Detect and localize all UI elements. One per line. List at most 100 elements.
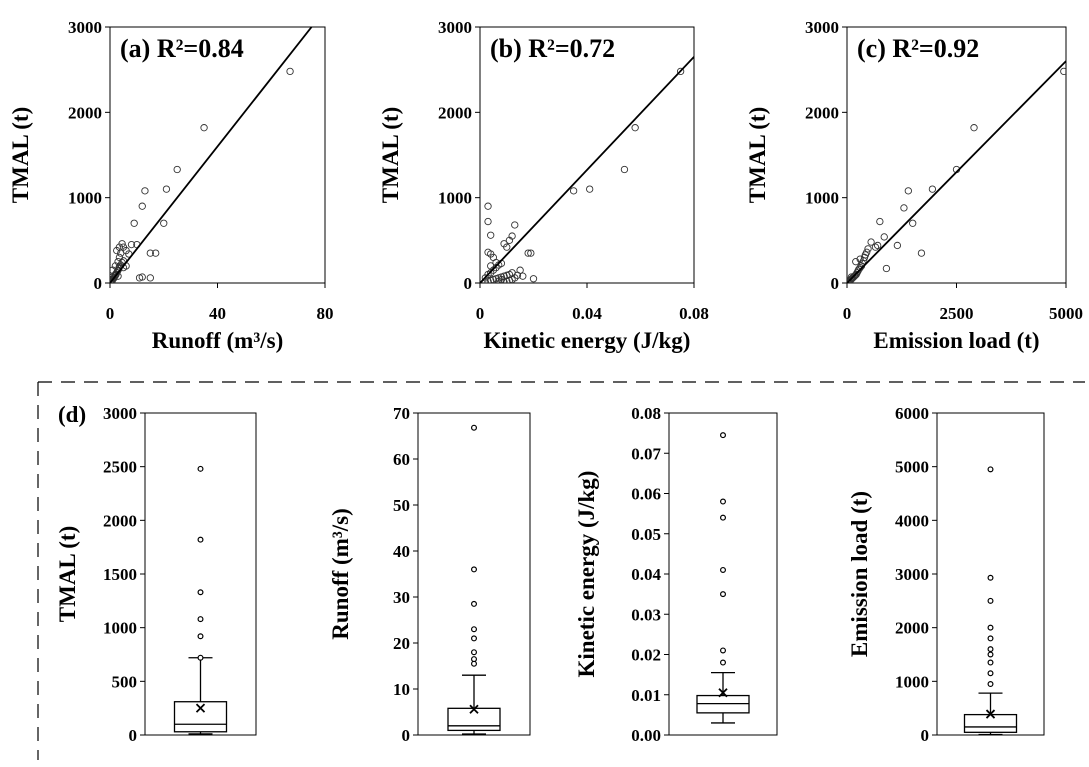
outlier-point [987,646,994,653]
plot-frame [417,412,531,736]
regression-line [480,56,694,283]
data-point [876,217,884,226]
data-point [863,248,871,256]
data-point [118,240,126,248]
panel-title: (b) R²=0.72 [490,34,615,63]
data-point [484,217,492,226]
data-point [127,240,136,249]
y-tick-label: 0.05 [631,525,661,544]
y-tick-label: 0.06 [631,485,661,504]
data-point [519,272,527,280]
data-point [527,249,535,257]
x-tick-label: 0.08 [679,304,709,323]
data-point [481,274,489,282]
plot-frame [109,26,326,284]
y-tick-label: 20 [393,634,410,653]
y-tick-label: 0.02 [631,646,661,665]
data-point [856,255,864,263]
x-tick-label: 0 [106,304,115,323]
data-point [508,232,516,240]
iqr-box [963,713,1018,733]
outlier-point [471,600,478,607]
data-point [904,187,912,195]
data-point [874,241,882,250]
data-point [928,185,937,193]
y-tick-label: 0 [464,274,473,293]
data-point [489,266,498,274]
points-group [110,67,294,283]
outlier-point [471,566,478,573]
mean-marker [985,709,996,719]
outlier-point [987,659,994,666]
y-tick-label: 3000 [68,18,102,37]
y-tick-label: 30 [393,588,410,607]
data-point [286,67,294,76]
data-point [849,273,858,281]
x-tick-label: 2500 [940,304,974,323]
y-tick-label: 0.08 [631,404,661,423]
data-point [529,275,538,283]
y-tick-label: 0 [94,274,103,293]
data-point [160,219,168,227]
data-point [503,243,511,251]
y-tick-label: 1000 [438,189,472,208]
outlier-point [471,649,478,656]
x-axis-label: Emission load (t) [873,328,1039,353]
y-tick-label: 50 [393,496,410,515]
data-point [631,124,639,132]
y-axis-label: TMAL (t) [378,107,403,203]
y-tick-label: 60 [393,450,410,469]
data-point [970,124,978,132]
box-panel-2: 0.00 0.01 0.02 0.03 0.04 0.05 0.06 0.07 0.08 Kine… [574,404,778,745]
y-tick-label: 70 [393,404,410,423]
x-tick-label: 5000 [1049,304,1083,323]
outlier-point [719,566,726,573]
y-tick-label: 2000 [895,619,929,638]
data-point [115,253,124,262]
y-tick-label: 1000 [895,672,929,691]
panel-label-d: (d) [58,402,86,427]
y-tick-label: 3000 [438,18,472,37]
outlier-point [987,624,994,631]
data-point [146,249,154,257]
data-point [138,202,146,210]
y-tick-label: 40 [393,542,410,561]
y-tick-label: 1000 [805,189,839,208]
data-point [917,249,926,257]
data-point [586,185,594,193]
y-tick-label: 1000 [103,619,137,638]
outlier-point [719,591,726,598]
data-point [864,245,872,253]
data-point [867,238,875,246]
box-panel-0: 0 500 1000 1500 2000 2500 3000 TMAL (t) (d) [55,402,257,745]
data-point [152,249,160,257]
iqr-box [447,707,501,732]
y-tick-label: 2000 [438,103,472,122]
box-panel-1: 0 10 20 30 40 50 60 70 Runoff (m³/s) [328,404,531,745]
scatter-panel-0: 0 1000 2000 3000 0 40 80 Runoff (m³/s) TMAL (t) (… [8,18,334,353]
y-axis-label: TMAL (t) [55,526,80,622]
data-point [511,274,519,282]
data-point [173,165,181,174]
mean-marker [469,704,479,714]
x-axis-label: Kinetic energy (J/kg) [484,328,691,353]
outlier-point [987,651,994,658]
data-point [487,269,495,277]
data-point [882,264,891,273]
data-point [569,187,578,195]
y-axis-label: Emission load (t) [847,491,872,657]
panel-title: (c) R²=0.92 [857,34,979,63]
data-point [484,202,492,210]
data-point [487,231,495,239]
data-point [141,187,149,195]
y-tick-label: 4000 [895,511,929,530]
data-point [492,263,500,272]
data-point [511,221,519,229]
y-tick-label: 2000 [805,103,839,122]
scatter-panel-2: 0 1000 2000 3000 0 2500 5000 Emission load (t) T… [745,18,1083,353]
y-tick-label: 0 [921,726,930,745]
data-point [130,219,138,227]
x-tick-label: 0.04 [572,304,602,323]
data-point [200,124,208,132]
